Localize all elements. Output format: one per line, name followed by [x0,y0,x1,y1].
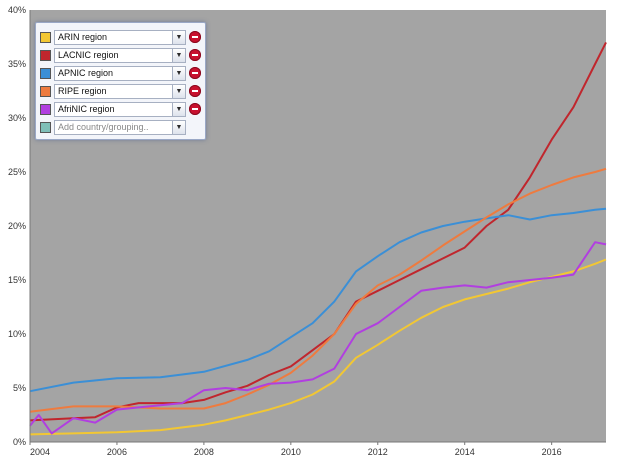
chevron-down-icon[interactable]: ▼ [172,66,185,80]
series-select-label: LACNIC region [58,50,119,60]
series-select-label: APNIC region [58,68,114,78]
y-tick-label: 30% [8,113,26,123]
chevron-down-icon[interactable]: ▼ [172,48,185,62]
x-tick-label: 2004 [30,447,50,457]
legend-item-lacnic: LACNIC region ▼ [40,46,205,64]
chevron-down-icon[interactable]: ▼ [172,30,185,44]
chevron-down-icon[interactable]: ▼ [172,84,185,98]
y-tick-label: 10% [8,329,26,339]
series-select-apnic[interactable]: APNIC region ▼ [54,65,186,81]
y-tick-label: 25% [8,167,26,177]
y-tick-label: 20% [8,221,26,231]
remove-series-lacnic-button[interactable] [189,49,201,61]
legend-panel: ARIN region ▼ LACNIC region ▼ APNIC regi… [35,22,206,140]
series-select-label: RIPE region [58,86,107,96]
axis-layer: 0% 5% 10% 15% 20% 25% 30% 35% 40% 2004 2006 2008 201… [8,5,606,457]
y-tick-label: 35% [8,59,26,69]
remove-series-apnic-button[interactable] [189,67,201,79]
color-swatch [40,103,51,115]
legend-add-row: Add country/grouping.. ▼ [40,118,205,136]
remove-series-ripe-button[interactable] [189,85,201,97]
series-line-arin [29,258,607,436]
series-line-apnic [29,207,607,393]
color-swatch [40,85,51,97]
series-line-afrinic [29,241,607,435]
x-tick-label: 2010 [281,447,301,457]
series-layer [29,41,607,436]
y-tick-label: 15% [8,275,26,285]
legend-item-ripe: RIPE region ▼ [40,82,205,100]
legend-item-afrinic: AfriNIC region ▼ [40,100,205,118]
series-select-lacnic[interactable]: LACNIC region ▼ [54,47,186,63]
x-tick-label: 2012 [368,447,388,457]
series-select-ripe[interactable]: RIPE region ▼ [54,83,186,99]
y-tick-label: 0% [13,437,26,447]
series-select-arin[interactable]: ARIN region ▼ [54,29,186,45]
remove-series-afrinic-button[interactable] [189,103,201,115]
chevron-down-icon[interactable]: ▼ [172,102,185,116]
x-tick-label: 2008 [194,447,214,457]
remove-series-arin-button[interactable] [189,31,201,43]
x-tick-label: 2016 [542,447,562,457]
x-tick-label: 2006 [107,447,127,457]
color-swatch [40,49,51,61]
series-line-ripe [29,167,607,413]
series-select-afrinic[interactable]: AfriNIC region ▼ [54,101,186,117]
add-country-select[interactable]: Add country/grouping.. ▼ [54,119,186,135]
color-swatch [40,31,51,43]
legend-item-arin: ARIN region ▼ [40,28,205,46]
chevron-down-icon[interactable]: ▼ [172,120,185,134]
y-tick-label: 40% [8,5,26,15]
add-country-placeholder: Add country/grouping.. [58,122,149,132]
series-select-label: AfriNIC region [58,104,115,114]
series-select-label: ARIN region [58,32,108,42]
add-color-swatch [40,121,51,133]
legend-item-apnic: APNIC region ▼ [40,64,205,82]
y-tick-label: 5% [13,383,26,393]
x-tick-label: 2014 [455,447,475,457]
color-swatch [40,67,51,79]
